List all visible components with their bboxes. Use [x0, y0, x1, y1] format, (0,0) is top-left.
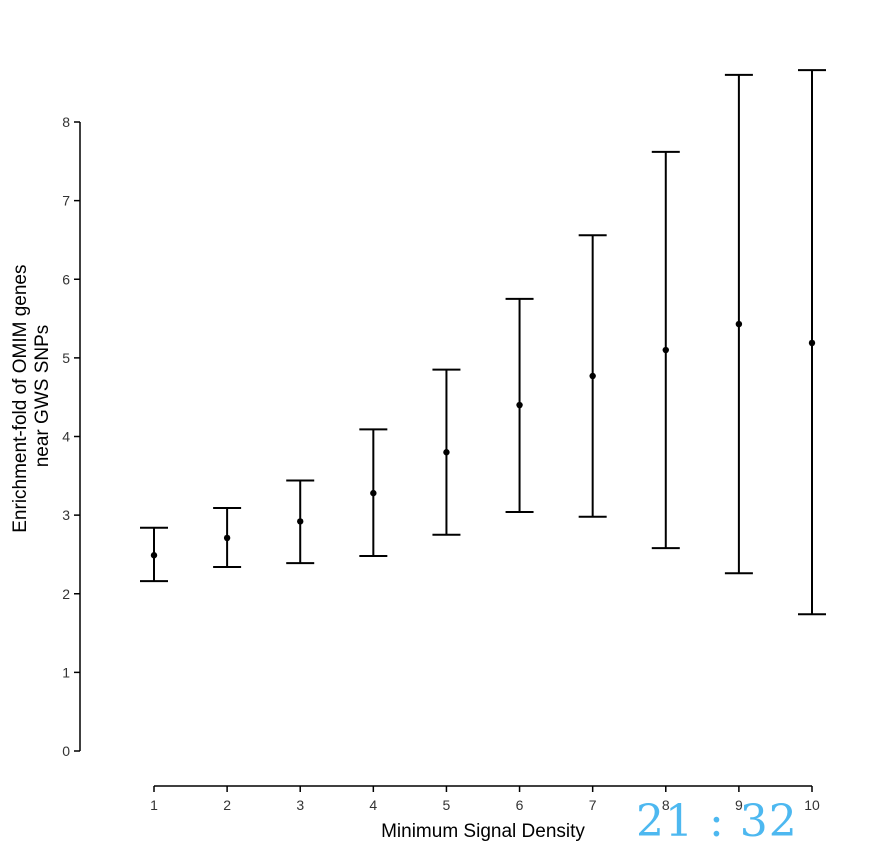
x-tick-label: 8 — [662, 797, 670, 813]
x-tick-label: 7 — [589, 797, 597, 813]
y-axis-title-line-2: near GWS SNPs — [32, 325, 53, 468]
y-tick-label: 8 — [62, 114, 70, 130]
x-tick-label: 6 — [516, 797, 524, 813]
y-tick-label: 3 — [62, 507, 70, 523]
data-point — [150, 552, 158, 559]
y-tick-label: 0 — [62, 743, 70, 759]
x-tick-label: 10 — [804, 797, 820, 813]
y-axis: 0 1 2 3 4 5 6 7 8 — [62, 114, 81, 759]
data-point — [223, 534, 231, 542]
data-point — [370, 489, 377, 497]
data-point — [589, 372, 596, 380]
data-point — [443, 449, 450, 456]
x-axis: 1 2 3 4 5 6 7 8 9 10 — [150, 785, 820, 813]
x-tick-label: 5 — [443, 797, 451, 813]
y-tick-label: 6 — [62, 271, 70, 287]
x-tick-label: 3 — [296, 797, 304, 813]
y-tick-label: 7 — [62, 193, 70, 209]
data-point — [297, 518, 304, 525]
y-tick-label: 5 — [62, 350, 70, 366]
x-tick-label: 1 — [150, 797, 158, 813]
error-bars — [140, 69, 826, 616]
y-axis-title: Enrichment-fold of OMIM genes near GWS S… — [10, 259, 53, 533]
clock-overlay: 21 : 32 — [636, 796, 798, 847]
data-point — [662, 346, 669, 354]
x-tick-label: 4 — [369, 797, 377, 813]
data-point — [808, 339, 816, 347]
data-point — [516, 401, 523, 409]
y-tick-label: 1 — [62, 664, 70, 680]
data-point — [735, 320, 743, 328]
y-axis-title-line-1: Enrichment-fold of OMIM genes — [10, 265, 31, 533]
x-tick-label: 9 — [735, 797, 743, 813]
x-tick-label: 2 — [223, 797, 231, 813]
y-tick-label: 2 — [62, 586, 70, 602]
y-tick-label: 4 — [62, 429, 70, 445]
x-axis-title: Minimum Signal Density — [381, 821, 585, 842]
